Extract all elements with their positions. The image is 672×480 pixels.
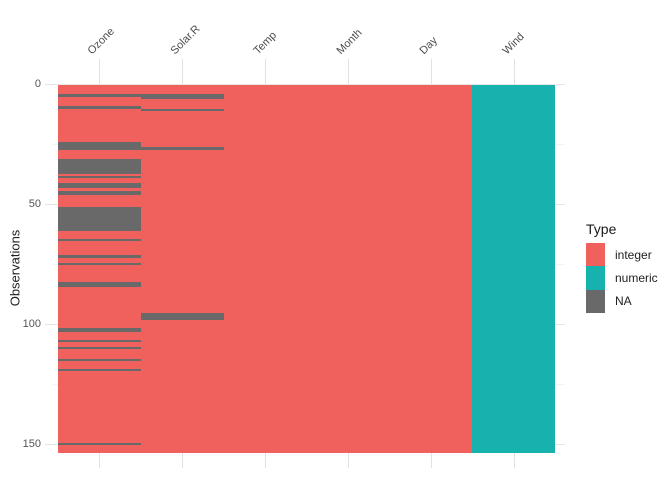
y-axis-title: Observations [7,229,23,307]
na-stripe-ozone-25-27 [58,142,141,150]
gridline-major-0 [53,83,565,85]
column-label-month: Month [334,26,365,57]
bottom-tick-ozone [99,453,101,468]
na-stripe-ozone-65-65 [58,238,141,242]
na-stripe-solar-r-96-98 [140,313,224,321]
column-label-ozone: Ozone [85,25,118,57]
na-stripe-solar-r-27-27 [140,147,224,150]
legend-key-numeric-swatch [586,266,605,290]
na-stripe-ozone-83-84 [58,281,141,287]
y-tick-150 [45,444,53,446]
na-stripe-ozone-107-107 [58,339,141,343]
column-label-temp: Temp [251,29,280,57]
top-tick-ozone [99,59,101,84]
y-tick-label-100: 100 [22,318,41,331]
y-tick-label-0: 0 [34,77,41,90]
na-stripe-ozone-52-61 [58,207,141,232]
na-stripe-ozone-42-43 [58,183,141,189]
legend-label-integer: integer [615,247,652,262]
na-stripe-ozone-119-119 [58,368,141,371]
legend-entry-integer: integer [586,243,658,267]
column-tile-wind [472,84,555,453]
na-stripe-ozone-5-5 [58,94,141,97]
na-stripe-ozone-45-46 [58,190,141,196]
column-tile-day [389,84,473,453]
legend-title: Type [586,221,617,237]
column-tile-month [306,84,390,453]
na-stripe-ozone-32-37 [58,159,141,174]
na-stripe-ozone-10-10 [58,106,141,109]
y-tick-label-50: 50 [28,197,41,210]
column-label-wind: Wind [500,30,527,57]
legend-items: integer numeric NA [586,243,658,313]
column-tile-temp [223,84,307,453]
column-tile-ozone [58,84,141,453]
legend-key-integer-swatch [586,243,605,267]
na-stripe-solar-r-5-6 [140,94,224,100]
bottom-tick-wind [513,453,515,468]
na-stripe-ozone-150-150 [58,443,141,446]
column-label-solar-r: Solar.R [168,23,203,57]
na-stripe-ozone-102-103 [58,327,141,333]
na-stripe-ozone-72-72 [58,255,141,258]
bottom-tick-temp [265,453,267,468]
legend-label-numeric: numeric [615,270,658,285]
y-tick-100 [45,324,53,326]
na-stripe-ozone-110-110 [58,346,141,350]
top-tick-temp [265,59,267,84]
legend-entry-numeric: numeric [586,266,658,290]
na-stripe-ozone-75-75 [58,262,141,266]
top-tick-solar-r [182,59,184,84]
top-tick-wind [513,59,515,84]
bottom-tick-day [430,453,432,468]
legend: Type integer numeric NA [586,221,658,313]
legend-label-na: NA [615,294,632,309]
legend-key-na-swatch [586,289,605,313]
na-stripe-ozone-115-115 [58,358,141,362]
na-stripe-ozone-39-39 [58,176,141,179]
legend-entry-na: NA [586,289,658,313]
bottom-tick-solar-r [182,453,184,468]
y-tick-label-150: 150 [22,438,41,451]
top-tick-day [430,59,432,84]
bottom-tick-month [347,453,349,468]
y-tick-50 [45,203,53,205]
na-stripe-solar-r-11-11 [140,108,224,112]
y-tick-0 [45,83,53,85]
column-label-day: Day [417,34,440,57]
top-tick-month [347,59,349,84]
column-tile-solar-r [140,84,224,453]
